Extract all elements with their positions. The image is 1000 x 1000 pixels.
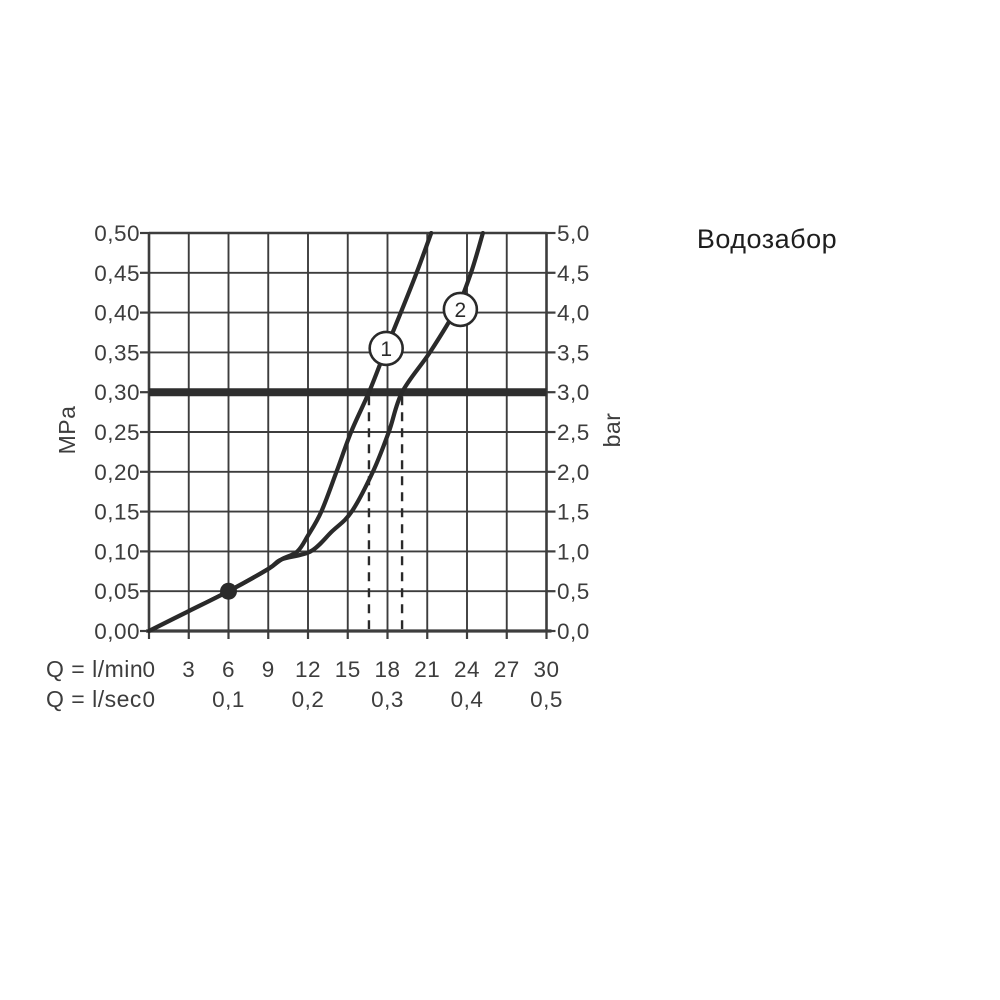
y-right-tick-label: 4,5 xyxy=(557,261,590,286)
curve-badge-circle-2 xyxy=(442,291,479,328)
y-left-tick-label: 0,35 xyxy=(94,340,140,365)
y-right-tick-label: 2,0 xyxy=(557,460,590,485)
x-secondary-tick-label: 0,3 xyxy=(371,687,404,712)
x-primary-tick-label: 18 xyxy=(374,657,400,682)
y-left-tick-label: 0,40 xyxy=(94,301,140,326)
x-primary-tick-label: 12 xyxy=(295,657,321,682)
x-primary-tick-label: 6 xyxy=(222,657,235,682)
x-secondary-tick-label: 0,2 xyxy=(292,687,325,712)
x-primary-tick-label: 24 xyxy=(454,657,480,682)
y-right-tick-label: 1,0 xyxy=(557,539,590,564)
y-left-tick-label: 0,05 xyxy=(94,579,140,604)
y-right-tick-label: 3,5 xyxy=(557,340,590,365)
x-primary-tick-label: 15 xyxy=(335,657,361,682)
x-secondary-tick-label: 0,1 xyxy=(212,687,245,712)
x-secondary-tick-label: 0,5 xyxy=(530,687,563,712)
y-left-tick-label: 0,00 xyxy=(94,619,140,644)
x-axis-primary-unit-label: Q = l/min xyxy=(46,656,144,682)
x-primary-tick-label: 30 xyxy=(533,657,559,682)
y-left-tick-label: 0,15 xyxy=(94,500,140,525)
y-right-tick-label: 4,0 xyxy=(557,301,590,326)
y-left-axis-unit-label: MPa xyxy=(54,405,80,455)
y-right-tick-label: 3,0 xyxy=(557,380,590,405)
x-primary-tick-label: 27 xyxy=(494,657,520,682)
y-left-tick-label: 0,30 xyxy=(94,380,140,405)
y-left-tick-label: 0,50 xyxy=(94,221,140,246)
y-left-tick-label: 0,10 xyxy=(94,539,140,564)
curve-badge-label-2: 2 xyxy=(455,299,467,322)
y-left-tick-label: 0,45 xyxy=(94,261,140,286)
x-primary-tick-label: 21 xyxy=(414,657,440,682)
y-left-tick-label: 0,25 xyxy=(94,420,140,445)
x-secondary-tick-label: 0 xyxy=(142,687,155,712)
x-secondary-tick-label: 0,4 xyxy=(451,687,484,712)
curve-badge-circle-1 xyxy=(368,330,404,367)
marker-dot xyxy=(220,582,237,600)
y-right-tick-label: 0,5 xyxy=(557,579,590,604)
y-right-tick-label: 0,0 xyxy=(557,619,590,644)
y-right-tick-label: 2,5 xyxy=(557,420,590,445)
x-primary-tick-label: 0 xyxy=(142,657,155,682)
curve-badge-label-1: 1 xyxy=(380,338,392,361)
y-left-tick-label: 0,20 xyxy=(94,460,140,485)
y-right-tick-label: 5,0 xyxy=(557,221,590,246)
x-primary-tick-label: 9 xyxy=(262,657,275,682)
x-axis-secondary-unit-label: Q = l/sec xyxy=(46,686,142,712)
y-right-tick-label: 1,5 xyxy=(557,500,590,525)
chart-title: Водозабор xyxy=(696,224,838,254)
y-right-axis-unit-label: bar xyxy=(599,412,625,448)
x-primary-tick-label: 3 xyxy=(182,657,195,682)
